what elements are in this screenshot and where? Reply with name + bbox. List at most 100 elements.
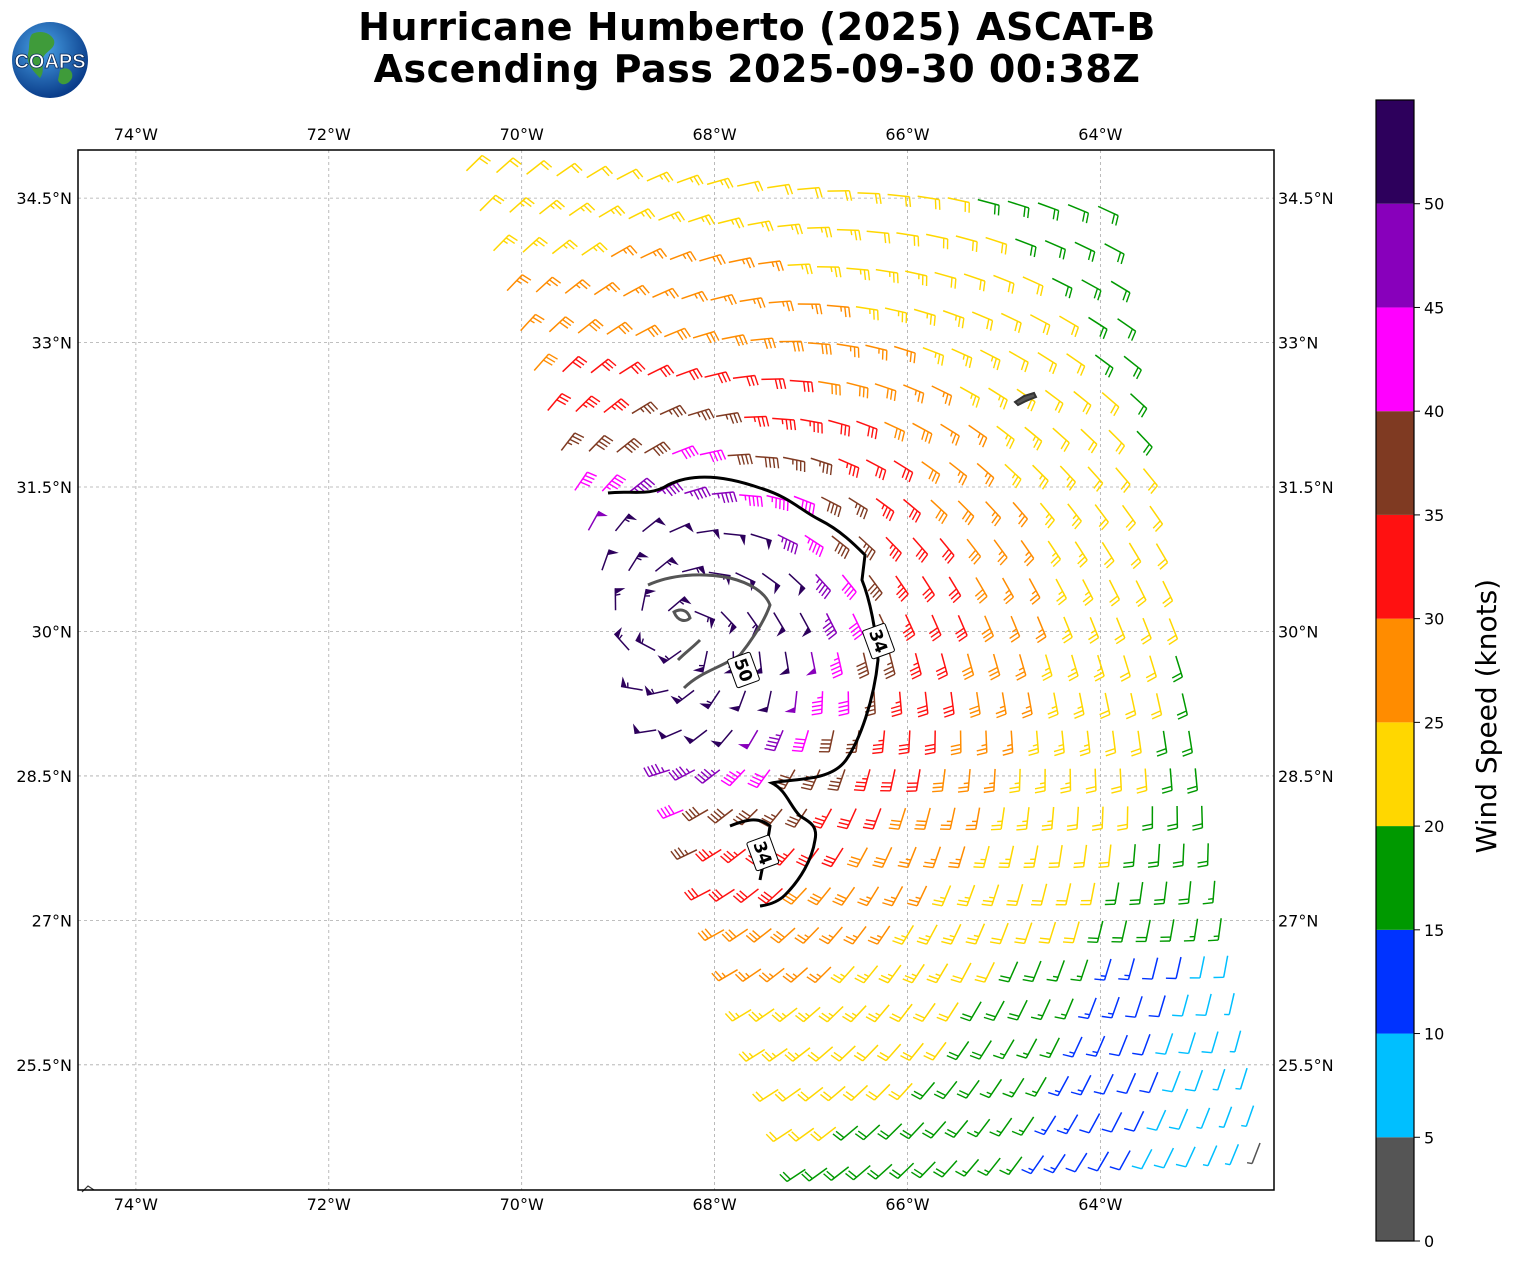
page-title: Hurricane Humberto (2025) ASCAT-B Ascend… bbox=[200, 6, 1314, 90]
wind-barb bbox=[900, 1042, 924, 1061]
wind-barb bbox=[807, 226, 833, 238]
wind-barb bbox=[715, 412, 743, 424]
wind-barb bbox=[1094, 354, 1114, 378]
wind-barb bbox=[846, 381, 869, 399]
wind-barb bbox=[887, 193, 912, 207]
lat-tick-label: 31.5°N bbox=[16, 478, 72, 497]
wind-barb bbox=[556, 162, 583, 177]
wind-barb bbox=[1123, 844, 1136, 869]
wind-barb bbox=[1087, 1151, 1110, 1172]
wind-barb bbox=[1136, 430, 1153, 456]
wind-barb bbox=[1051, 277, 1073, 299]
wind-barb bbox=[724, 1008, 752, 1022]
wind-barb bbox=[1015, 654, 1027, 681]
wind-barb bbox=[560, 432, 585, 451]
wind-barb bbox=[846, 267, 871, 281]
island-bermuda bbox=[1013, 391, 1038, 407]
wind-barb bbox=[1110, 280, 1131, 303]
wind-barb bbox=[966, 1118, 991, 1138]
wind-barb bbox=[888, 1082, 913, 1101]
wind-barb bbox=[1028, 730, 1040, 757]
wind-barb bbox=[711, 969, 738, 982]
wind-barb bbox=[913, 308, 936, 326]
wind-barb bbox=[1087, 920, 1104, 944]
wind-barb bbox=[774, 1087, 801, 1102]
wind-barb bbox=[1189, 956, 1206, 979]
wind-barb bbox=[902, 614, 916, 642]
wind-barb bbox=[575, 395, 601, 413]
wind-barb bbox=[779, 340, 805, 352]
wind-barb bbox=[616, 168, 644, 180]
wind-barb bbox=[771, 1007, 798, 1023]
wind-barb bbox=[922, 846, 942, 869]
wind-barb bbox=[1104, 882, 1120, 906]
contour-labels: 34 50 34 bbox=[727, 622, 895, 872]
wind-barb bbox=[916, 924, 938, 945]
wind-barb bbox=[1074, 241, 1096, 262]
wind-barb bbox=[1021, 692, 1033, 719]
wind-barb bbox=[969, 692, 981, 719]
wind-barb bbox=[1052, 427, 1070, 452]
wind-barb bbox=[818, 730, 835, 753]
wind-barb bbox=[614, 588, 626, 611]
wind-barb bbox=[979, 1078, 1003, 1099]
wind-barb bbox=[1184, 1069, 1204, 1092]
wind-barb bbox=[590, 358, 617, 374]
wind-barb bbox=[1055, 883, 1072, 906]
wind-barb bbox=[676, 174, 704, 186]
wind-barb bbox=[1109, 1150, 1131, 1171]
wind-barb bbox=[1078, 997, 1097, 1020]
wind-barb bbox=[697, 928, 725, 942]
wind-barb bbox=[960, 1001, 982, 1022]
lon-tick-label: 66°W bbox=[885, 1195, 929, 1214]
wind-barb bbox=[1183, 918, 1199, 942]
wind-barb bbox=[985, 501, 1002, 527]
wind-barb bbox=[1021, 1155, 1045, 1175]
wind-barb bbox=[968, 424, 988, 448]
wind-barb bbox=[854, 965, 879, 984]
lat-tick-label: 30°N bbox=[1278, 622, 1318, 641]
wind-barb bbox=[635, 631, 656, 652]
wind-barb bbox=[888, 807, 907, 830]
wind-barb bbox=[1022, 960, 1042, 983]
wind-barb bbox=[1155, 543, 1169, 570]
wind-barb bbox=[704, 371, 731, 384]
wind-barb bbox=[882, 885, 904, 907]
wind-barb bbox=[699, 253, 726, 266]
wind-barb bbox=[848, 497, 868, 520]
lon-tick-label: 74°W bbox=[114, 1195, 158, 1214]
wind-barb bbox=[922, 346, 945, 366]
wind-barb bbox=[917, 195, 941, 210]
continent-icon-2 bbox=[58, 68, 73, 85]
wind-barb bbox=[818, 926, 843, 945]
lat-tick-label: 27°N bbox=[1278, 911, 1318, 930]
colorbar-segment bbox=[1376, 1137, 1414, 1241]
wind-barb bbox=[1145, 655, 1158, 683]
colorbar-tick-label: 25 bbox=[1424, 713, 1444, 732]
wind-barb bbox=[789, 379, 814, 393]
wind-barb bbox=[1056, 1114, 1079, 1135]
wind-barb bbox=[750, 533, 772, 551]
wind-barb bbox=[581, 242, 608, 256]
wind-barb bbox=[797, 303, 823, 315]
wind-barb bbox=[641, 588, 657, 611]
wind-barb bbox=[646, 171, 674, 183]
wind-barb bbox=[867, 925, 891, 945]
wind-barb bbox=[710, 293, 737, 306]
wind-barb bbox=[821, 847, 844, 868]
wind-barb bbox=[761, 572, 781, 595]
wind-barb bbox=[1091, 806, 1104, 831]
wind-barb bbox=[758, 260, 784, 272]
wind-barb bbox=[884, 421, 906, 442]
wind-barb bbox=[1094, 504, 1109, 531]
wind-barb bbox=[1125, 996, 1143, 1018]
wind-barb bbox=[1130, 730, 1142, 757]
colorbar-segment bbox=[1376, 1033, 1414, 1138]
wind-barb bbox=[973, 845, 990, 869]
wind-barb bbox=[577, 318, 604, 334]
wind-barb bbox=[669, 250, 697, 263]
wind-barb bbox=[1181, 730, 1194, 757]
wind-barb bbox=[687, 408, 715, 421]
lat-tick-label: 33°N bbox=[1278, 334, 1318, 353]
wind-barb bbox=[999, 1156, 1023, 1176]
